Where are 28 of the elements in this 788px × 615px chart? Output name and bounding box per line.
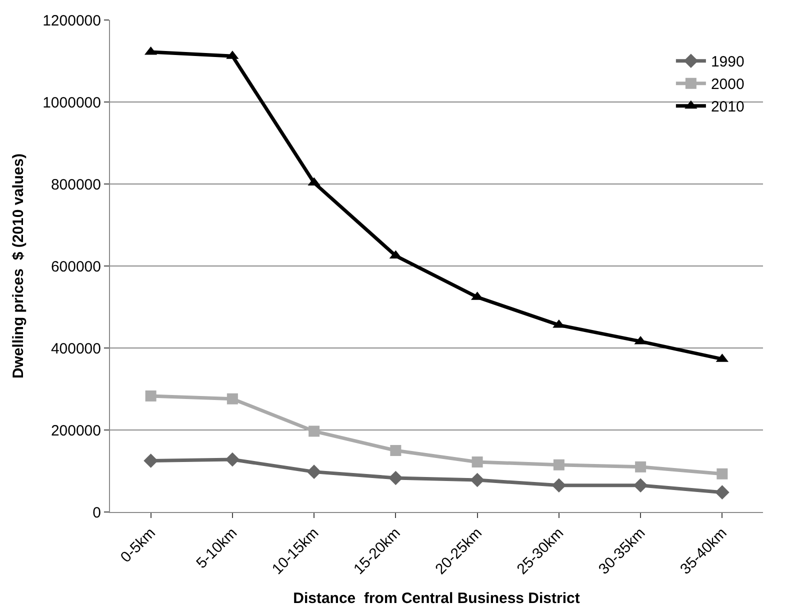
point: [470, 472, 484, 488]
y-tick-label: 1000000: [42, 94, 101, 112]
y-tick-label: 200000: [50, 422, 101, 440]
y-tick-label: 0: [92, 504, 101, 522]
point: [635, 461, 646, 472]
point: [388, 470, 403, 486]
y-tick-label: 600000: [50, 258, 101, 276]
x-axis-title: Distance from Central Business District: [293, 590, 580, 607]
legend-label: 2000: [710, 76, 744, 94]
point: [472, 456, 483, 468]
point: [716, 468, 728, 480]
point: [390, 445, 402, 456]
point: [553, 459, 564, 470]
y-tick-label: 400000: [50, 340, 101, 358]
point: [226, 393, 238, 404]
point: [633, 478, 648, 492]
point: [308, 426, 320, 437]
point: [225, 452, 240, 467]
y-tick-label: 800000: [50, 176, 101, 194]
y-axis-title: Dwelling prices $ (2010 values): [10, 153, 27, 379]
legend-label: 1990: [710, 54, 744, 71]
point: [306, 464, 322, 479]
point: [145, 390, 156, 402]
y-tick-label: 1200000: [42, 12, 101, 30]
point: [715, 485, 730, 500]
point: [144, 454, 158, 468]
legend-label: 2010: [710, 98, 744, 116]
point: [552, 478, 566, 492]
